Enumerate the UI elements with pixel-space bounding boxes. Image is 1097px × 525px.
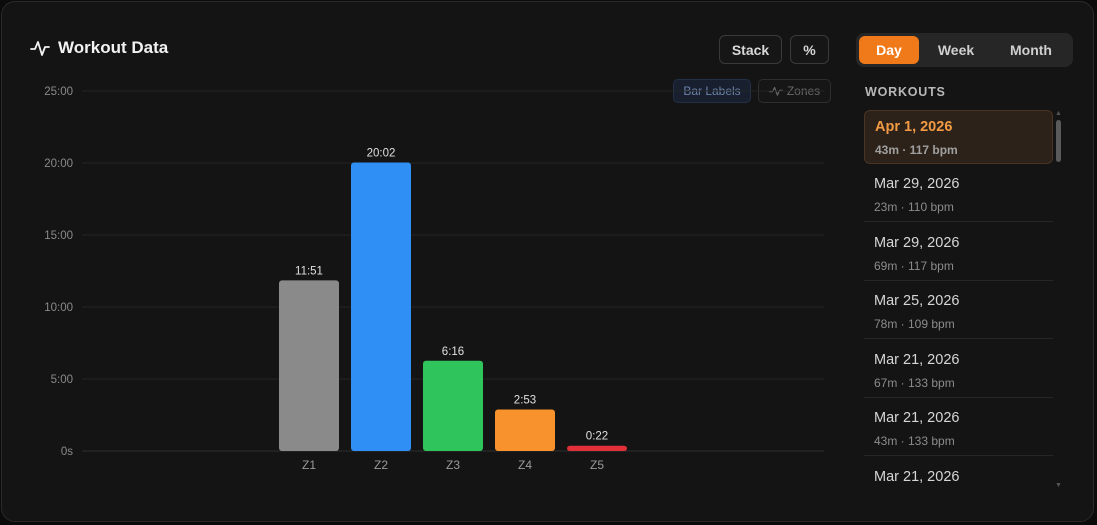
workout-item[interactable]: Apr 1, 2026 43m · 117 bpm [864, 110, 1053, 164]
bar-data-label: 2:53 [514, 394, 536, 406]
pulse-icon [30, 41, 50, 56]
bar-z4 [495, 409, 555, 451]
workout-date: Mar 21, 2026 [874, 469, 960, 485]
scroll-down-icon[interactable]: ▼ [1055, 482, 1062, 489]
workout-meta: 43m · 117 bpm [875, 143, 958, 157]
workout-meta: 78m · 109 bpm [874, 317, 955, 331]
x-tick-label: Z2 [374, 458, 388, 472]
workout-date: Mar 29, 2026 [874, 235, 960, 251]
workout-meta: 67m · 133 bpm [874, 376, 955, 390]
x-tick-label: Z1 [302, 458, 316, 472]
bar-z1 [279, 280, 339, 451]
y-tick-label: 0s [61, 446, 73, 458]
scrollbar-thumb[interactable] [1056, 120, 1061, 162]
workout-item[interactable]: Mar 21, 2026 67m · 133 bpm [864, 344, 1053, 398]
workouts-heading: WORKOUTS [865, 85, 946, 99]
workout-item[interactable]: Mar 21, 2026 [864, 461, 1053, 488]
x-tick-label: Z4 [518, 458, 532, 472]
workout-date: Mar 21, 2026 [874, 352, 960, 368]
workout-date: Apr 1, 2026 [875, 119, 953, 135]
scroll-up-icon[interactable]: ▲ [1055, 110, 1062, 117]
y-tick-label: 15:00 [44, 230, 73, 242]
percent-button[interactable]: % [790, 35, 829, 64]
workout-item[interactable]: Mar 29, 2026 23m · 110 bpm [864, 168, 1053, 222]
panel-title: Workout Data [30, 38, 168, 58]
workout-meta: 69m · 117 bpm [874, 259, 954, 273]
range-selector: Day Week Month [856, 33, 1073, 67]
panel-title-text: Workout Data [58, 38, 169, 57]
workout-date: Mar 21, 2026 [874, 410, 960, 426]
tab-month[interactable]: Month [1010, 42, 1052, 58]
y-tick-label: 25:00 [44, 86, 73, 98]
bar-z2 [351, 162, 411, 451]
workout-meta: 23m · 110 bpm [874, 200, 954, 214]
workout-item[interactable]: Mar 25, 2026 78m · 109 bpm [864, 285, 1053, 339]
bar-z3 [423, 360, 483, 451]
bar-data-label: 0:22 [586, 431, 608, 443]
x-tick-label: Z5 [590, 458, 604, 472]
bar-data-label: 6:16 [442, 346, 464, 358]
workout-item[interactable]: Mar 29, 2026 69m · 117 bpm [864, 227, 1053, 281]
workout-item[interactable]: Mar 21, 2026 43m · 133 bpm [864, 402, 1053, 456]
workout-date: Mar 29, 2026 [874, 176, 960, 192]
workouts-list: Apr 1, 2026 43m · 117 bpm Mar 29, 2026 2… [864, 110, 1053, 488]
bar-data-label: 20:02 [367, 148, 396, 160]
workout-date: Mar 25, 2026 [874, 293, 960, 309]
y-tick-label: 5:00 [51, 374, 73, 386]
bar-z5 [567, 445, 627, 451]
x-tick-label: Z3 [446, 458, 460, 472]
workouts-scrollbar[interactable]: ▲ ▼ [1054, 110, 1062, 490]
tab-day[interactable]: Day [859, 36, 919, 64]
stack-button[interactable]: Stack [719, 35, 782, 64]
y-tick-label: 10:00 [44, 302, 73, 314]
bar-data-label: 11:51 [295, 265, 323, 277]
workout-meta: 43m · 133 bpm [874, 434, 955, 448]
zone-time-bar-chart: 0s 5:00 10:00 15:00 20:00 25:00 11:51 Z1 20:02 Z2… [44, 86, 824, 472]
tab-week[interactable]: Week [937, 42, 975, 58]
y-tick-label: 20:00 [44, 158, 73, 170]
